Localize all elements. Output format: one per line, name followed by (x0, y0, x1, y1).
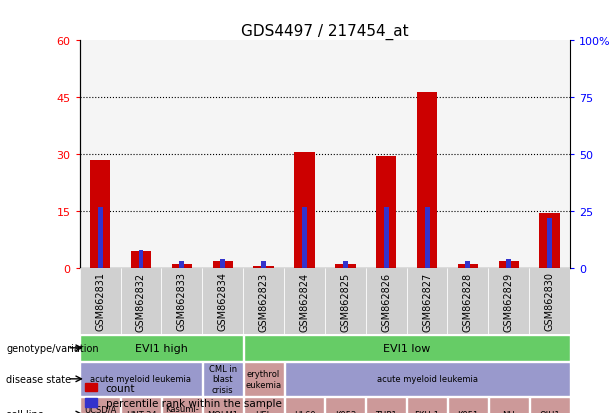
Bar (203, 397, 243, 413)
Text: NH: NH (503, 410, 515, 413)
Text: genotype/variation: genotype/variation (6, 343, 99, 353)
Text: GSM862828: GSM862828 (463, 272, 473, 331)
Bar (529, 268, 570, 335)
Text: OIH1: OIH1 (539, 410, 560, 413)
Bar (366, 397, 406, 413)
Bar (366, 268, 406, 335)
Text: acute myeloid leukemia: acute myeloid leukemia (376, 375, 478, 383)
Bar (335, 265, 356, 268)
Text: HNT-34: HNT-34 (126, 410, 156, 413)
Bar (448, 397, 488, 413)
Text: HEL: HEL (256, 410, 272, 413)
Bar (384, 207, 389, 268)
Text: GSM862831: GSM862831 (95, 272, 105, 331)
Text: HL60: HL60 (294, 410, 315, 413)
Text: erythrol
eukemia: erythrol eukemia (246, 369, 281, 389)
Bar (121, 268, 161, 335)
Text: disease state: disease state (6, 374, 71, 384)
Text: MOLM1: MOLM1 (207, 410, 238, 413)
Title: GDS4497 / 217454_at: GDS4497 / 217454_at (241, 24, 409, 40)
Bar (294, 153, 314, 268)
Bar (139, 250, 143, 268)
Bar (80, 362, 202, 396)
Bar (539, 214, 560, 268)
Bar (90, 161, 110, 268)
Bar (121, 397, 161, 413)
Bar (243, 362, 284, 396)
Bar (284, 397, 324, 413)
Bar (343, 262, 348, 268)
Text: THP1: THP1 (375, 410, 397, 413)
Text: EVI1 high: EVI1 high (135, 343, 188, 353)
Bar (97, 207, 102, 268)
Bar (325, 268, 366, 335)
Text: CML in
blast
crisis: CML in blast crisis (208, 364, 237, 394)
Text: GSM862823: GSM862823 (259, 272, 268, 331)
Bar (302, 207, 307, 268)
Text: K051: K051 (457, 410, 479, 413)
Text: K052: K052 (335, 410, 356, 413)
Bar (161, 268, 202, 335)
Text: GSM862829: GSM862829 (504, 272, 514, 331)
Text: GSM862830: GSM862830 (545, 272, 555, 331)
Text: GSM862826: GSM862826 (381, 272, 391, 331)
Bar (489, 268, 529, 335)
Bar (506, 259, 511, 268)
Bar (407, 397, 447, 413)
Bar (284, 362, 569, 396)
Bar (447, 268, 489, 335)
Text: GSM862824: GSM862824 (300, 272, 310, 331)
Text: GSM862834: GSM862834 (218, 272, 227, 331)
Legend: count, percentile rank within the sample: count, percentile rank within the sample (85, 383, 281, 408)
Bar (458, 265, 478, 268)
Bar (172, 265, 192, 268)
Bar (131, 252, 151, 268)
Bar (243, 335, 569, 361)
Bar (220, 259, 225, 268)
Bar (261, 262, 266, 268)
Bar (406, 268, 447, 335)
Bar (489, 397, 529, 413)
Bar (425, 207, 430, 268)
Bar (162, 397, 202, 413)
Bar (180, 262, 185, 268)
Bar (243, 397, 284, 413)
Bar (80, 397, 120, 413)
Bar (80, 335, 243, 361)
Bar (203, 362, 243, 396)
Bar (80, 268, 121, 335)
Bar (253, 266, 274, 268)
Text: EVI1 low: EVI1 low (383, 343, 430, 353)
Text: GSM862825: GSM862825 (340, 272, 350, 331)
Text: GSM862827: GSM862827 (422, 272, 432, 331)
Bar (417, 93, 437, 268)
Bar (547, 218, 552, 268)
Text: cell line: cell line (6, 409, 44, 413)
Text: GSM862832: GSM862832 (136, 272, 146, 331)
Bar (465, 262, 470, 268)
Bar (284, 268, 325, 335)
Bar (326, 397, 365, 413)
Bar (530, 397, 569, 413)
Text: FKH-1: FKH-1 (414, 410, 440, 413)
Bar (202, 268, 243, 335)
Text: acute myeloid leukemia: acute myeloid leukemia (91, 375, 191, 383)
Text: UCSD/A
ML1: UCSD/A ML1 (84, 404, 116, 413)
Text: GSM862833: GSM862833 (177, 272, 187, 331)
Bar (498, 261, 519, 268)
Text: Kasumi-
3: Kasumi- 3 (165, 404, 199, 413)
Bar (243, 268, 284, 335)
Bar (213, 261, 233, 268)
Bar (376, 157, 397, 268)
